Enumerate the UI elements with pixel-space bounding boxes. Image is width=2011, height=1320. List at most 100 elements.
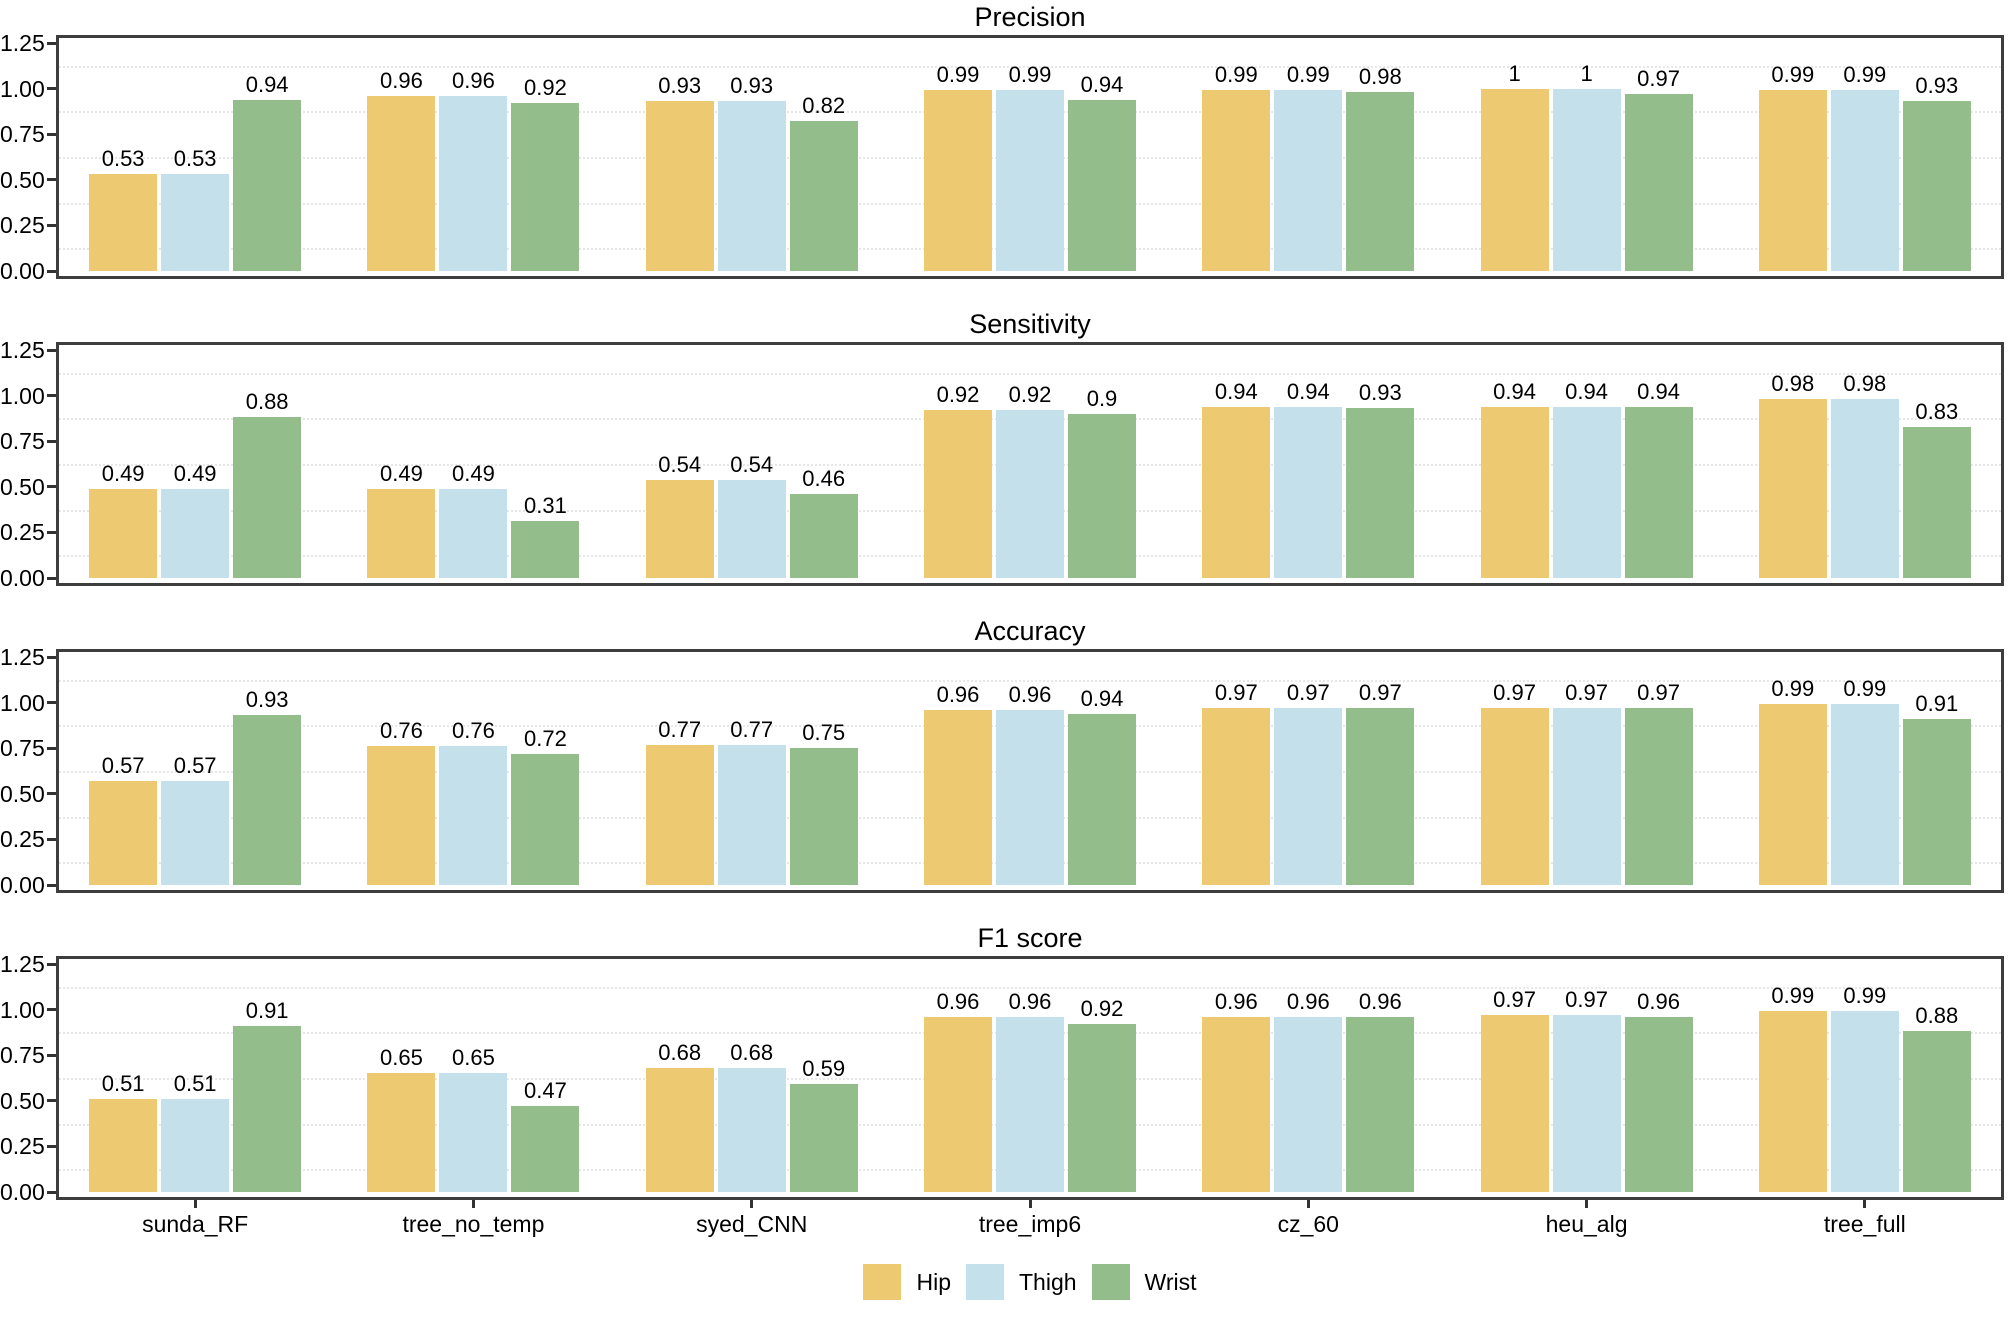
bar-hip [367, 95, 436, 271]
bar-value-label: 0.96 [1358, 988, 1402, 1014]
bar-thigh [717, 101, 786, 271]
bar-hip [1480, 708, 1549, 885]
bar-hip [1202, 708, 1271, 885]
legend: Hip Thigh Wrist [56, 1264, 2004, 1300]
y-axis-tick-label: 0.75 [0, 121, 45, 148]
y-axis-tick [47, 132, 56, 136]
bar-value-label: 0.94 [1637, 378, 1680, 404]
bar-hip [645, 1067, 714, 1192]
bar-value-label: 0.77 [658, 716, 702, 742]
bar-thigh [439, 746, 508, 885]
legend-label: Wrist [1144, 1269, 1197, 1295]
bar-thigh [161, 174, 230, 271]
bar-value-label: 0.57 [173, 753, 217, 779]
y-axis-tick-label: 0.00 [0, 1179, 45, 1205]
bar-value-label: 0.75 [802, 720, 846, 746]
bar-thigh [717, 479, 786, 578]
bar-hip [1480, 88, 1549, 271]
bar-value-label: 0.49 [452, 460, 495, 486]
y-axis-tick-label: 0.00 [0, 258, 45, 284]
panel-title: Precision [974, 2, 1086, 32]
bar-value-label: 0.91 [1915, 691, 1959, 717]
y-axis-tick-label: 0.25 [0, 212, 45, 239]
bar-value-label: 0.94 [1286, 378, 1330, 404]
x-axis-category-label: tree_no_temp [402, 1211, 545, 1237]
legend-item-hip: Hip [863, 1264, 951, 1300]
bar-value-label: 0.93 [245, 687, 289, 713]
legend-label: Thigh [1019, 1269, 1077, 1295]
x-axis-tick [1585, 1200, 1589, 1208]
y-axis-tick [47, 1190, 56, 1194]
y-axis-tick [47, 1144, 56, 1148]
bar-value-label: 0.53 [173, 146, 217, 172]
y-axis-tick-label: 1.00 [0, 996, 45, 1023]
x-axis-tick [1028, 1200, 1032, 1208]
x-axis-tick [471, 1200, 475, 1208]
panel-title: F1 score [977, 923, 1083, 953]
bar-thigh [1830, 399, 1899, 578]
bar-value-label: 0.96 [1008, 988, 1052, 1014]
bar-value-label: 0.98 [1843, 371, 1887, 397]
y-axis-tick-label: 0.75 [0, 1042, 45, 1069]
bar-value-label: 0.68 [658, 1039, 702, 1065]
bar-value-label: 0.76 [380, 718, 423, 744]
bar-wrist [1068, 713, 1136, 885]
bar-value-label: 0.98 [1358, 64, 1402, 90]
y-axis-tick [47, 655, 56, 659]
bar-value-label: 0.77 [730, 716, 774, 742]
bar-value-label: 0.96 [1214, 988, 1258, 1014]
y-axis-tick [47, 883, 56, 887]
bar-hip [367, 746, 436, 885]
bar-value-label: 0.97 [1565, 680, 1608, 706]
x-axis-tick [1306, 1200, 1310, 1208]
bar-hip [1758, 1011, 1827, 1192]
bar-hip [1758, 704, 1827, 885]
legend-item-wrist: Wrist [1091, 1264, 1197, 1300]
bar-value-label: 0.88 [1915, 1003, 1959, 1029]
bar-value-label: 0.92 [1008, 382, 1052, 408]
y-axis-tick-label: 0.50 [0, 1087, 45, 1114]
bar-value-label: 1 [1580, 60, 1593, 86]
y-axis-tick [47, 178, 56, 182]
bar-value-label: 0.97 [1214, 680, 1258, 706]
x-axis-category-label: sunda_RF [142, 1211, 249, 1237]
bar-value-label: 0.96 [936, 988, 980, 1014]
bar-value-label: 0.99 [1008, 62, 1052, 88]
bar-wrist [233, 99, 302, 271]
bar-thigh [1274, 708, 1343, 885]
bar-value-label: 0.9 [1086, 385, 1118, 411]
bar-value-label: 0.94 [1080, 685, 1124, 711]
bar-wrist [1902, 1031, 1971, 1192]
x-axis-tick [193, 1200, 197, 1208]
bar-value-label: 0.94 [245, 71, 289, 97]
bar-wrist [1902, 719, 1971, 885]
y-axis-tick-label: 1.25 [0, 951, 45, 977]
bar-thigh [161, 488, 230, 578]
bar-thigh [996, 1016, 1064, 1192]
y-axis-tick [47, 87, 56, 91]
bar-hip [1758, 399, 1827, 578]
legend-label: Hip [916, 1269, 951, 1295]
bar-hip [89, 1098, 158, 1192]
bar-value-label: 0.94 [1214, 378, 1258, 404]
bar-hip [645, 101, 714, 271]
bar-thigh [1552, 406, 1621, 578]
bar-value-label: 0.96 [1637, 988, 1680, 1014]
bar-hip [367, 1073, 436, 1192]
bar-hip [645, 479, 714, 578]
bar-value-label: 0.53 [101, 146, 145, 172]
bar-value-label: 0.92 [1080, 996, 1124, 1022]
bar-thigh [996, 90, 1064, 271]
bar-hip [1758, 90, 1827, 271]
bar-wrist [1624, 406, 1693, 578]
bar-value-label: 0.97 [1493, 680, 1536, 706]
bar-wrist [511, 521, 580, 578]
x-axis-tick [750, 1200, 754, 1208]
y-axis-tick [47, 348, 56, 352]
bar-wrist [511, 103, 580, 271]
bar-wrist [233, 417, 302, 578]
bar-wrist [233, 1026, 302, 1192]
bar-value-label: 0.97 [1565, 987, 1608, 1013]
bar-value-label: 0.99 [1843, 676, 1887, 702]
